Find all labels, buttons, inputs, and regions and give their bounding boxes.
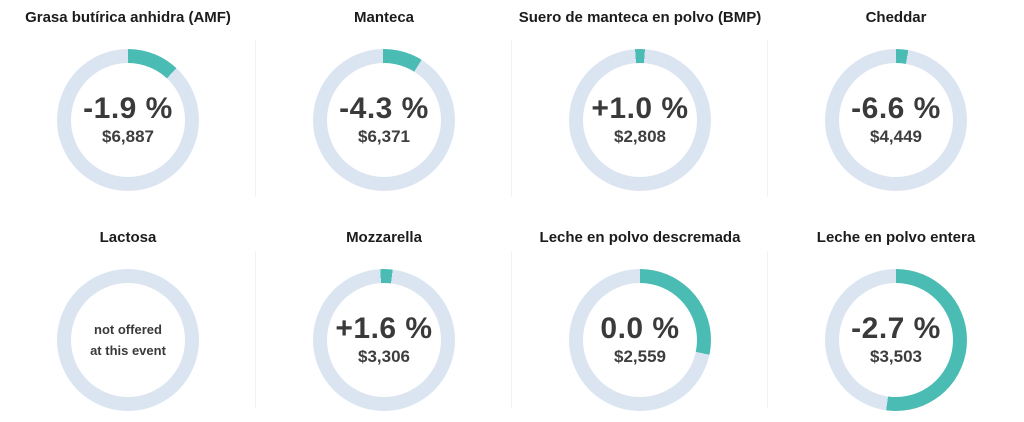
product-card-manteca: Manteca -4.3 % $6,371 [256, 0, 512, 211]
donut-hole: 0.0 % $2,559 [583, 283, 697, 397]
donut-chart: +1.6 % $3,306 [313, 269, 455, 411]
product-title: Leche en polvo descremada [539, 229, 741, 246]
product-title: Suero de manteca en polvo (BMP) [518, 9, 762, 26]
donut-hole: -1.9 % $6,887 [71, 63, 185, 177]
product-card-leche-descremada: Leche en polvo descremada 0.0 % $2,559 [512, 211, 768, 422]
price-value: $3,306 [358, 346, 410, 366]
donut-chart: 0.0 % $2,559 [569, 269, 711, 411]
price-value: $6,371 [358, 126, 410, 146]
percent-change: 0.0 % [600, 312, 680, 346]
product-title: Leche en polvo entera [816, 229, 976, 246]
donut-chart: -2.7 % $3,503 [825, 269, 967, 411]
donut-hole: +1.0 % $2,808 [583, 63, 697, 177]
donut-chart: +1.0 % $2,808 [569, 49, 711, 191]
product-title: Grasa butírica anhidra (AMF) [25, 9, 231, 26]
product-title: Cheddar [865, 9, 927, 26]
product-card-cheddar: Cheddar -6.6 % $4,449 [768, 0, 1024, 211]
percent-change: -6.6 % [851, 92, 941, 126]
percent-change: +1.6 % [335, 312, 433, 346]
price-value: $3,503 [870, 346, 922, 366]
donut-hole: -6.6 % $4,449 [839, 63, 953, 177]
donut-hole: +1.6 % $3,306 [327, 283, 441, 397]
product-card-leche-entera: Leche en polvo entera -2.7 % $3,503 [768, 211, 1024, 422]
note-line-1: not offered [94, 322, 162, 338]
product-title: Lactosa [99, 229, 157, 246]
percent-change: -4.3 % [339, 92, 429, 126]
donut-hole: -2.7 % $3,503 [839, 283, 953, 397]
donut-chart: -6.6 % $4,449 [825, 49, 967, 191]
donut-chart: -1.9 % $6,887 [57, 49, 199, 191]
price-value: $4,449 [870, 126, 922, 146]
donut-chart: -4.3 % $6,371 [313, 49, 455, 191]
price-value: $2,808 [614, 126, 666, 146]
donut-hole: not offered at this event [71, 283, 185, 397]
percent-change: -2.7 % [851, 312, 941, 346]
price-value: $6,887 [102, 126, 154, 146]
product-card-lactosa: Lactosa not offered at this event [0, 211, 256, 422]
donut-chart: not offered at this event [57, 269, 199, 411]
percent-change: +1.0 % [591, 92, 689, 126]
product-title: Mozzarella [346, 229, 422, 246]
product-title: Manteca [353, 9, 415, 26]
note-line-2: at this event [90, 343, 166, 358]
price-value: $2,559 [614, 346, 666, 366]
percent-change: -1.9 % [83, 92, 173, 126]
not-offered-note: not offered at this event [90, 320, 166, 362]
product-card-mozzarella: Mozzarella +1.6 % $3,306 [256, 211, 512, 422]
product-card-amf: Grasa butírica anhidra (AMF) -1.9 % $6,8… [0, 0, 256, 211]
donut-hole: -4.3 % $6,371 [327, 63, 441, 177]
product-card-bmp: Suero de manteca en polvo (BMP) +1.0 % $… [512, 0, 768, 211]
